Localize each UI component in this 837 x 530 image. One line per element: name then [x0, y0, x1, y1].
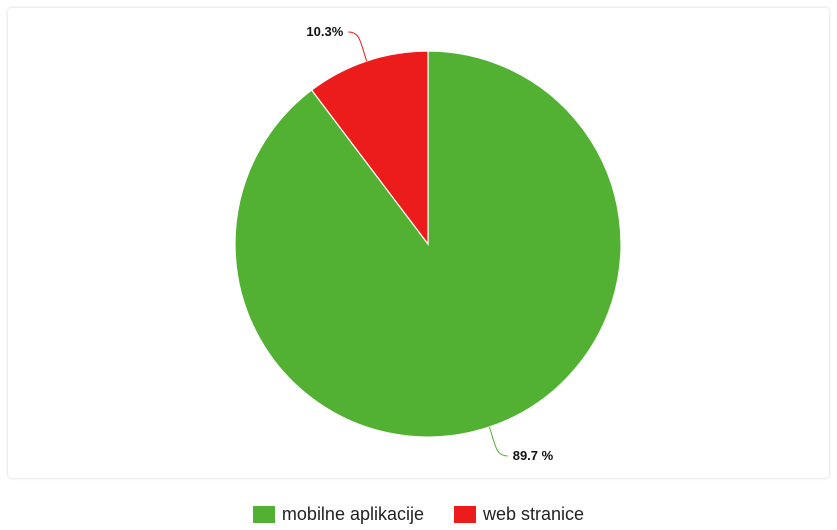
connector-mobilne-aplikacije — [488, 426, 508, 457]
pie-slice-web-stranice[interactable] — [310, 50, 429, 246]
legend-item-mobilne-aplikacije[interactable]: mobilne aplikacije — [252, 504, 424, 525]
legend-swatch-mobilne-aplikacije — [252, 506, 275, 523]
pie-slices — [234, 50, 622, 438]
legend-label-mobilne-aplikacije: mobilne aplikacije — [281, 504, 424, 524]
label-connectors — [348, 31, 508, 457]
legend-label-web-stranice: web stranice — [483, 504, 585, 524]
slice-labels: 89.7 % 10.3% — [306, 24, 553, 463]
data-label-web-stranice: 10.3% — [306, 24, 343, 39]
data-label-mobilne-aplikacije: 89.7 % — [513, 448, 554, 463]
legend-item-web-stranice[interactable]: web stranice — [454, 504, 584, 525]
legend: mobilne aplikacije web stranice — [0, 504, 837, 525]
connector-web-stranice — [348, 31, 368, 62]
legend-swatch-web-stranice — [454, 506, 476, 523]
